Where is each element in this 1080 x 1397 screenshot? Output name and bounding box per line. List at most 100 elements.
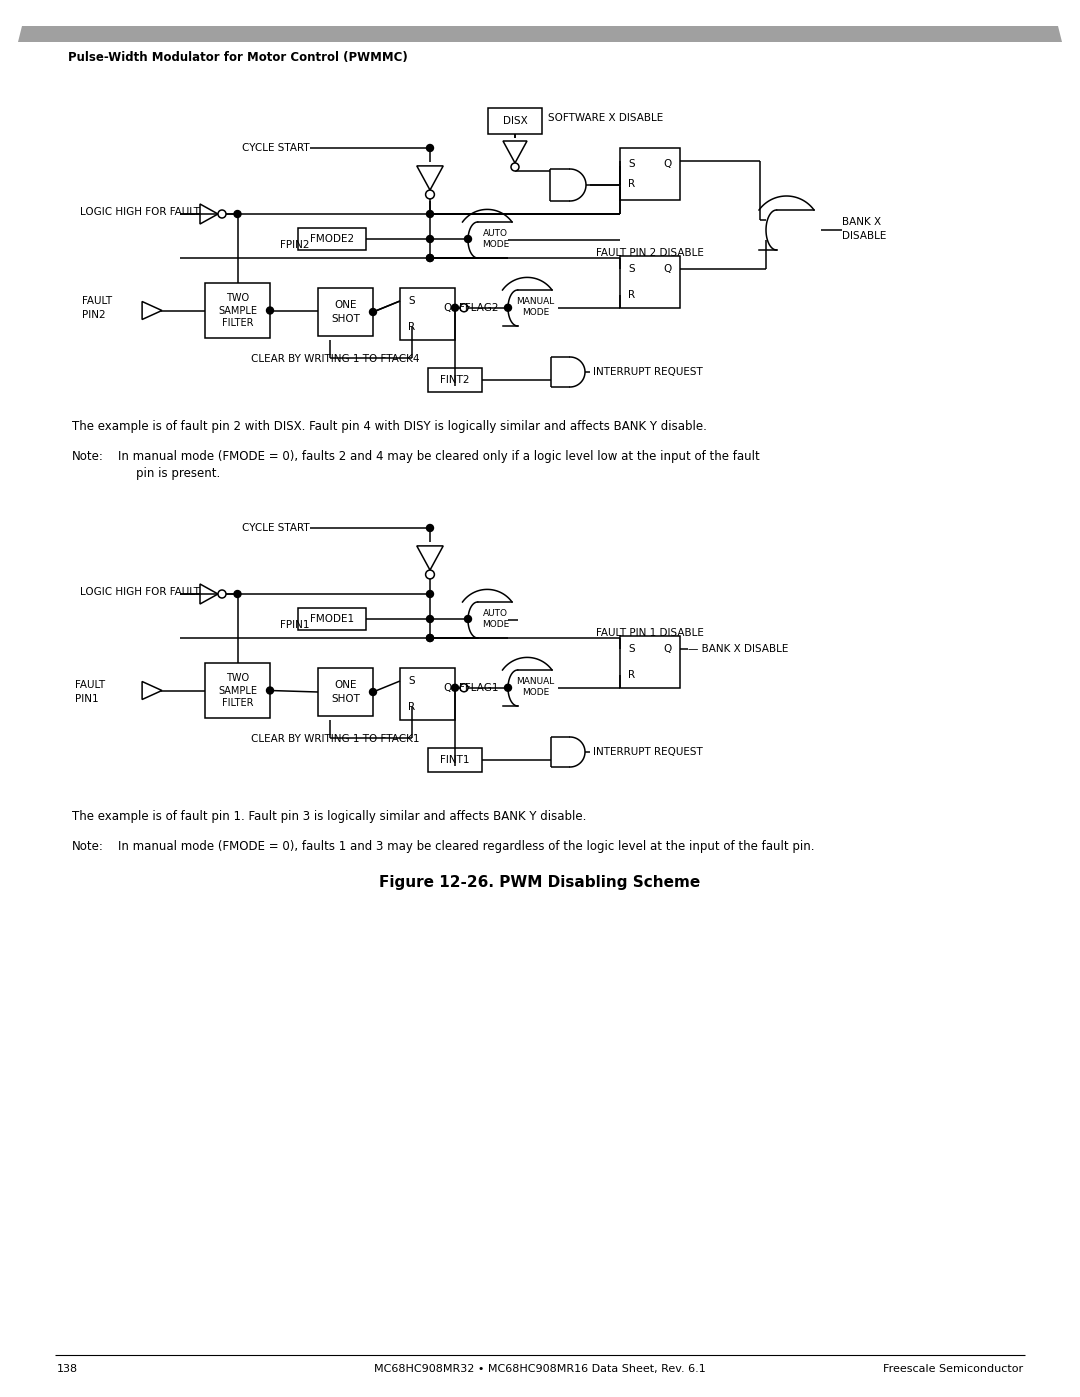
Text: MANUAL: MANUAL (516, 298, 554, 306)
Text: MODE: MODE (522, 307, 549, 317)
Text: R: R (408, 703, 416, 712)
Text: The example is of fault pin 1. Fault pin 3 is logically similar and affects BANK: The example is of fault pin 1. Fault pin… (72, 810, 586, 823)
Text: CYCLE START: CYCLE START (242, 522, 310, 534)
Text: INTERRUPT REQUEST: INTERRUPT REQUEST (593, 747, 703, 757)
Text: FILTER: FILTER (221, 317, 253, 328)
Bar (620, 636, 680, 687)
Bar (298, 608, 366, 630)
Text: CYCLE START: CYCLE START (242, 142, 310, 154)
Polygon shape (18, 27, 1062, 42)
Text: FAULT: FAULT (75, 680, 105, 690)
Bar (620, 148, 680, 200)
Text: CLEAR BY WRITING 1 TO FTACK1: CLEAR BY WRITING 1 TO FTACK1 (252, 733, 420, 745)
Text: FPIN2: FPIN2 (280, 240, 310, 250)
Text: FPIN1: FPIN1 (280, 620, 310, 630)
Text: Q: Q (443, 303, 451, 313)
Text: FMODE2: FMODE2 (310, 235, 354, 244)
Text: S: S (408, 676, 416, 686)
Circle shape (427, 524, 433, 531)
Text: MODE: MODE (482, 620, 509, 629)
Text: SHOT: SHOT (332, 314, 360, 324)
Circle shape (427, 211, 433, 218)
Text: PIN1: PIN1 (75, 693, 98, 704)
Circle shape (234, 591, 241, 598)
Text: FAULT PIN 1 DISABLE: FAULT PIN 1 DISABLE (596, 629, 704, 638)
Circle shape (427, 616, 433, 623)
Text: FINT1: FINT1 (441, 754, 470, 766)
Text: MANUAL: MANUAL (516, 678, 554, 686)
Circle shape (504, 685, 512, 692)
Circle shape (427, 634, 433, 641)
Text: R: R (629, 179, 635, 190)
Circle shape (504, 305, 512, 312)
Text: ONE: ONE (334, 680, 356, 690)
Text: TWO: TWO (226, 673, 249, 683)
Circle shape (426, 570, 434, 578)
Bar (428, 367, 482, 393)
Circle shape (427, 254, 433, 261)
Text: FAULT: FAULT (82, 296, 112, 306)
Circle shape (511, 163, 519, 170)
Circle shape (451, 305, 459, 312)
Circle shape (451, 685, 459, 692)
Text: BANK X: BANK X (842, 217, 881, 226)
Bar (205, 664, 270, 718)
Circle shape (369, 689, 377, 696)
Text: Q: Q (664, 644, 672, 654)
Circle shape (427, 236, 433, 243)
Text: pin is present.: pin is present. (136, 467, 220, 481)
Text: SHOT: SHOT (332, 694, 360, 704)
Bar (428, 747, 482, 773)
Circle shape (460, 303, 468, 312)
Text: FAULT PIN 2 DISABLE: FAULT PIN 2 DISABLE (596, 249, 704, 258)
Text: In manual mode (FMODE = 0), faults 1 and 3 may be cleared regardless of the logi: In manual mode (FMODE = 0), faults 1 and… (118, 840, 814, 854)
Text: The example is of fault pin 2 with DISX. Fault pin 4 with DISY is logically simi: The example is of fault pin 2 with DISX.… (72, 420, 707, 433)
Bar (318, 288, 373, 337)
Text: R: R (408, 321, 416, 332)
Circle shape (218, 590, 226, 598)
Text: ONE: ONE (334, 300, 356, 310)
Text: S: S (629, 264, 635, 274)
Bar (620, 256, 680, 307)
Bar (298, 228, 366, 250)
Text: LOGIC HIGH FOR FAULT: LOGIC HIGH FOR FAULT (80, 587, 200, 597)
Text: Freescale Semiconductor: Freescale Semiconductor (882, 1363, 1023, 1375)
Bar (488, 108, 542, 134)
Text: FILTER: FILTER (221, 697, 253, 708)
Text: FFLAG2: FFLAG2 (459, 303, 499, 313)
Text: S: S (629, 159, 635, 169)
Text: Q: Q (664, 159, 672, 169)
Text: In manual mode (FMODE = 0), faults 2 and 4 may be cleared only if a logic level : In manual mode (FMODE = 0), faults 2 and… (118, 450, 759, 462)
Text: MODE: MODE (482, 240, 509, 249)
Text: Pulse-Width Modulator for Motor Control (PWMMC): Pulse-Width Modulator for Motor Control … (68, 50, 408, 63)
Bar (318, 668, 373, 717)
Text: INTERRUPT REQUEST: INTERRUPT REQUEST (593, 367, 703, 377)
Circle shape (369, 309, 377, 316)
Text: — BANK X DISABLE: — BANK X DISABLE (688, 644, 788, 654)
Text: CLEAR BY WRITING 1 TO FTACK4: CLEAR BY WRITING 1 TO FTACK4 (252, 353, 420, 365)
Text: S: S (629, 644, 635, 654)
Circle shape (426, 190, 434, 198)
Text: TWO: TWO (226, 293, 249, 303)
Text: DISABLE: DISABLE (842, 231, 887, 242)
Circle shape (460, 683, 468, 692)
Text: FINT2: FINT2 (441, 374, 470, 386)
Text: FMODE1: FMODE1 (310, 615, 354, 624)
Text: 138: 138 (57, 1363, 78, 1375)
Text: LOGIC HIGH FOR FAULT: LOGIC HIGH FOR FAULT (80, 207, 200, 217)
Text: AUTO: AUTO (483, 609, 508, 617)
Circle shape (427, 634, 433, 641)
Bar (205, 284, 270, 338)
Text: Figure 12-26. PWM Disabling Scheme: Figure 12-26. PWM Disabling Scheme (379, 875, 701, 890)
Text: S: S (408, 296, 416, 306)
Text: R: R (629, 291, 635, 300)
Circle shape (427, 144, 433, 151)
Circle shape (267, 687, 273, 694)
Circle shape (427, 591, 433, 598)
Circle shape (464, 236, 472, 243)
Text: SAMPLE: SAMPLE (218, 686, 257, 696)
Bar (400, 668, 455, 719)
Text: MODE: MODE (522, 687, 549, 697)
Text: MC68HC908MR32 • MC68HC908MR16 Data Sheet, Rev. 6.1: MC68HC908MR32 • MC68HC908MR16 Data Sheet… (374, 1363, 706, 1375)
Circle shape (464, 616, 472, 623)
